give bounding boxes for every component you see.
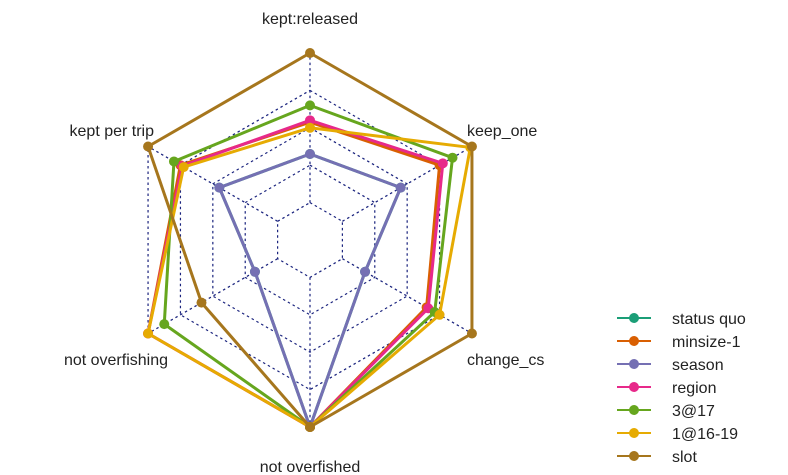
legend-swatch-dot	[629, 451, 639, 461]
legend: status quo minsize-1 season region 3@17 1@16-…	[617, 311, 746, 466]
grid-ring-3	[212, 127, 408, 353]
legend-swatch-dot	[629, 336, 639, 346]
data-point-2-0	[305, 148, 315, 159]
legend-item-0: status quo	[617, 311, 746, 328]
data-point-2-5	[214, 182, 225, 193]
data-point-6-4	[196, 297, 207, 308]
legend-label: 1@16-19	[672, 426, 738, 443]
data-point-3-1	[437, 158, 448, 169]
grid-ring-1	[277, 201, 343, 279]
legend-item-6: slot	[617, 449, 697, 466]
legend-label: season	[672, 357, 724, 374]
legend-item-3: region	[617, 380, 716, 397]
axis-label-0: kept:released	[262, 11, 358, 28]
legend-item-5: 1@16-19	[617, 426, 738, 443]
data-point-6-1	[466, 141, 477, 152]
legend-item-4: 3@17	[617, 403, 715, 420]
legend-swatch-dot	[629, 382, 639, 392]
legend-label: region	[672, 380, 716, 397]
axis-label-5: kept per trip	[70, 123, 155, 140]
legend-label: 3@17	[672, 403, 715, 420]
data-point-6-3	[305, 422, 315, 432]
data-point-6-5	[143, 141, 154, 152]
data-point-2-1	[395, 182, 406, 193]
data-point-4-4	[159, 319, 170, 330]
data-point-6-2	[466, 328, 477, 339]
data-point-5-0	[305, 122, 315, 133]
data-point-5-5	[178, 162, 189, 173]
axis-label-1: keep_one	[467, 123, 537, 140]
legend-item-1: minsize-1	[617, 334, 741, 351]
data-point-6-0	[305, 48, 315, 58]
grid-ring-2	[244, 164, 376, 316]
data-point-2-4	[249, 266, 260, 277]
data-point-2-2	[360, 266, 371, 277]
legend-label: minsize-1	[672, 334, 741, 351]
data-point-3-0	[305, 115, 315, 126]
series-6	[143, 48, 477, 432]
legend-swatch-dot	[629, 428, 639, 438]
data-point-4-5	[168, 156, 179, 167]
legend-swatch-dot	[629, 359, 639, 369]
data-point-5-2	[434, 309, 445, 320]
axis-label-4: not overfishing	[64, 352, 168, 369]
data-point-4-0	[305, 100, 315, 111]
data-point-4-1	[447, 152, 458, 163]
legend-label: status quo	[672, 311, 746, 328]
series-line-5	[146, 126, 472, 429]
legend-swatch-dot	[629, 313, 639, 323]
axis-label-2: change_cs	[467, 352, 544, 369]
legend-swatch-dot	[629, 405, 639, 415]
legend-item-2: season	[617, 357, 724, 374]
series-layer	[143, 48, 477, 432]
legend-label: slot	[672, 449, 697, 466]
axis-label-3: not overfished	[260, 459, 361, 475]
data-point-5-4	[143, 328, 154, 339]
